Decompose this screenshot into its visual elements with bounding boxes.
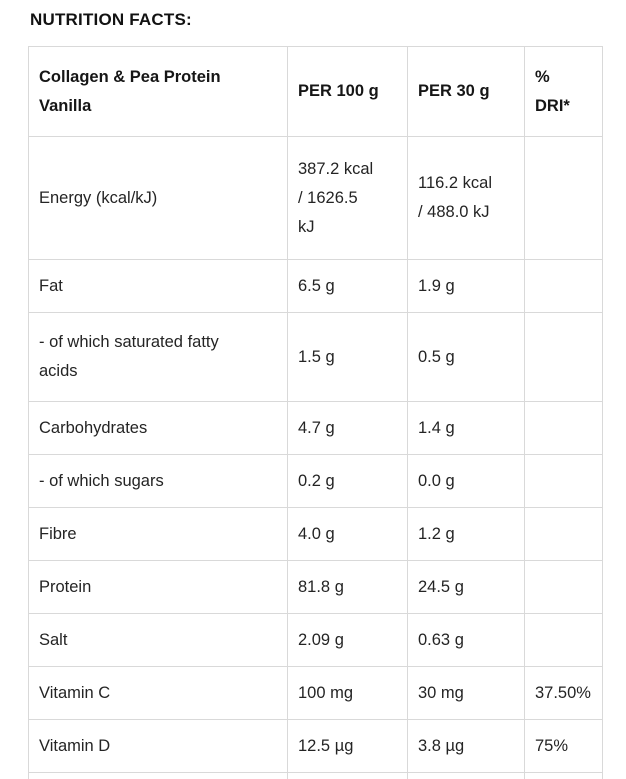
table-row: Carbohydrates 4.7 g 1.4 g xyxy=(28,401,603,455)
dri-value: 75% xyxy=(524,719,603,773)
per-100g-value: 1.5 g xyxy=(287,312,408,402)
nutrient-label: - of which sugars xyxy=(28,454,288,508)
nutrient-label: - of which saturated fatty acids xyxy=(28,312,288,402)
dri-header: % DRI* xyxy=(524,46,603,137)
per-30g-value: 0.0 g xyxy=(407,454,525,508)
dri-value xyxy=(524,772,603,779)
per-100g-value: 81.8 g xyxy=(287,560,408,614)
nutrient-label: Salt xyxy=(28,613,288,667)
nutrient-label: Carbohydrates xyxy=(28,401,288,455)
dri-value: 37.50% xyxy=(524,666,603,720)
nutrient-label: Vitamin D xyxy=(28,719,288,773)
per-100g-value: 387.2 kcal / 1626.5 kJ xyxy=(287,136,408,260)
per-30g-value: 30 mg xyxy=(407,666,525,720)
dri-value xyxy=(524,259,603,313)
table-row: Vitamin D 12.5 µg 3.8 µg 75% xyxy=(28,719,603,773)
per-30g-value: 1.2 g xyxy=(407,507,525,561)
per-30g-value: 1.9 g xyxy=(407,259,525,313)
per-100g-value: 4.7 g xyxy=(287,401,408,455)
table-row: Fat 6.5 g 1.9 g xyxy=(28,259,603,313)
dri-value xyxy=(524,136,603,260)
per-30g-value: 3.8 µg xyxy=(407,719,525,773)
dri-value xyxy=(524,401,603,455)
per-100g-value xyxy=(287,772,408,779)
per-100g-value: 4.0 g xyxy=(287,507,408,561)
nutrient-label: Energy (kcal/kJ) xyxy=(28,136,288,260)
product-name-header: Collagen & Pea Protein Vanilla xyxy=(28,46,288,137)
per-30g-value: 1.4 g xyxy=(407,401,525,455)
nutrition-table-clipped-row xyxy=(28,772,603,779)
per-100g-value: 2.09 g xyxy=(287,613,408,667)
table-row: Protein 81.8 g 24.5 g xyxy=(28,560,603,614)
dri-value xyxy=(524,312,603,402)
table-row: Salt 2.09 g 0.63 g xyxy=(28,613,603,667)
table-row: Vitamin C 100 mg 30 mg 37.50% xyxy=(28,666,603,720)
per-30g-value: 0.5 g xyxy=(407,312,525,402)
dri-value xyxy=(524,454,603,508)
nutrient-label: Vitamin C xyxy=(28,666,288,720)
per-30g-value: 24.5 g xyxy=(407,560,525,614)
dri-value xyxy=(524,613,603,667)
per-100g-value: 0.2 g xyxy=(287,454,408,508)
table-row: - of which sugars 0.2 g 0.0 g xyxy=(28,454,603,508)
nutrition-table-header: Collagen & Pea Protein Vanilla PER 100 g… xyxy=(28,46,603,137)
table-row: - of which saturated fatty acids 1.5 g 0… xyxy=(28,312,603,402)
nutrient-label xyxy=(28,772,288,779)
per-30g-header: PER 30 g xyxy=(407,46,525,137)
page-title: NUTRITION FACTS: xyxy=(30,10,192,29)
header-row: Collagen & Pea Protein Vanilla PER 100 g… xyxy=(28,46,603,137)
per-100g-header: PER 100 g xyxy=(287,46,408,137)
nutrient-label: Fat xyxy=(28,259,288,313)
dri-value xyxy=(524,560,603,614)
nutrition-facts-table: Collagen & Pea Protein Vanilla PER 100 g… xyxy=(28,46,603,779)
per-100g-value: 12.5 µg xyxy=(287,719,408,773)
per-30g-value: 0.63 g xyxy=(407,613,525,667)
table-row-clipped xyxy=(28,772,603,779)
per-30g-value xyxy=(407,772,525,779)
table-row: Energy (kcal/kJ) 387.2 kcal / 1626.5 kJ … xyxy=(28,136,603,260)
per-100g-value: 100 mg xyxy=(287,666,408,720)
dri-value xyxy=(524,507,603,561)
nutrition-table-body: Energy (kcal/kJ) 387.2 kcal / 1626.5 kJ … xyxy=(28,136,603,773)
nutrient-label: Fibre xyxy=(28,507,288,561)
per-30g-value: 116.2 kcal / 488.0 kJ xyxy=(407,136,525,260)
nutrient-label: Protein xyxy=(28,560,288,614)
table-row: Fibre 4.0 g 1.2 g xyxy=(28,507,603,561)
per-100g-value: 6.5 g xyxy=(287,259,408,313)
